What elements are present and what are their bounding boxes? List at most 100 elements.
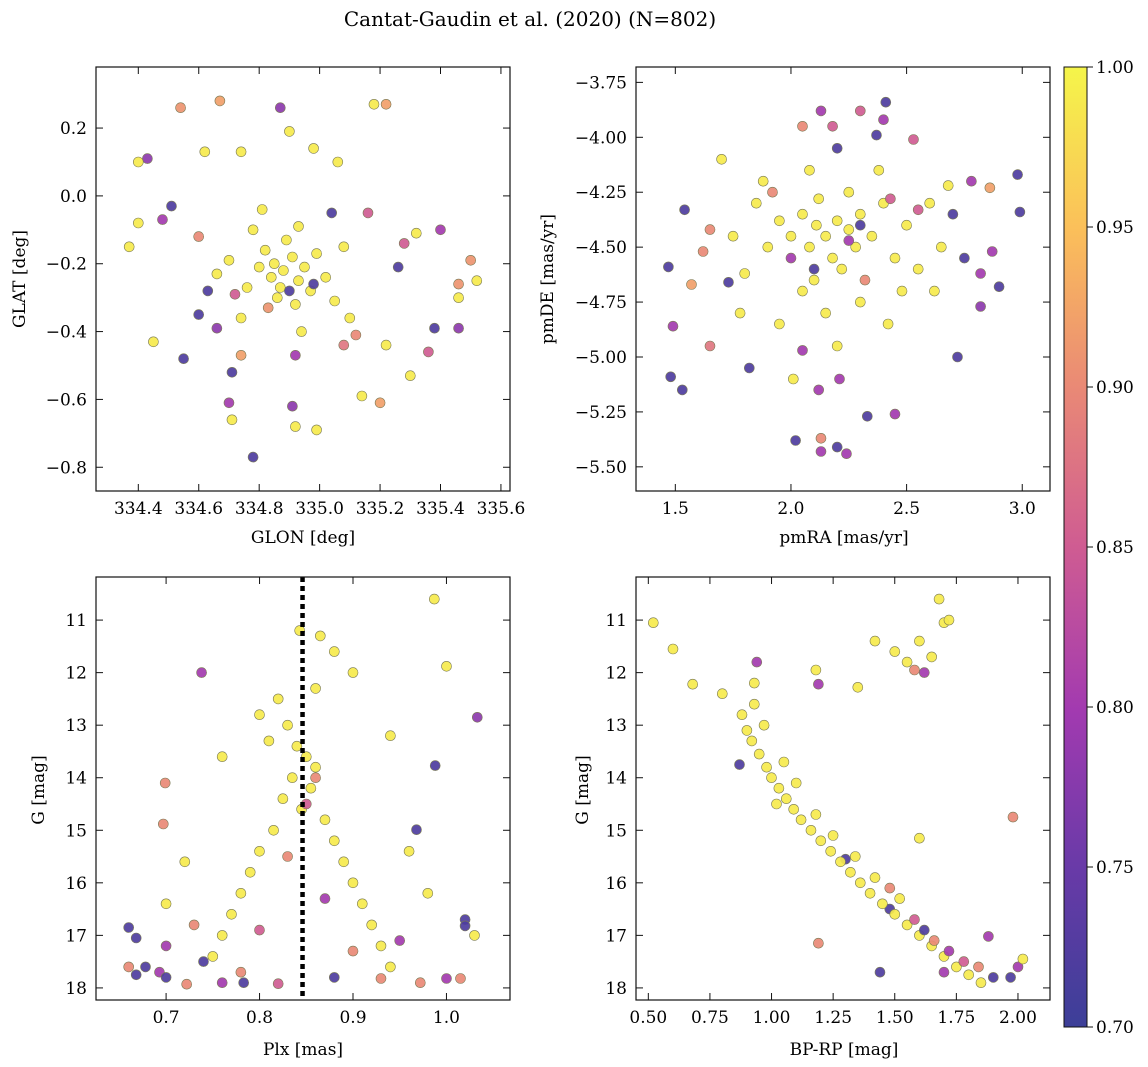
cmd-point: [771, 798, 782, 810]
plx-point: [140, 961, 151, 973]
pm-point: [750, 197, 762, 209]
panel-proper-motion: pmRA [mas/yr] pmDE [mas/yr] 1.5 2.0 2.5 3.0…: [538, 66, 1051, 548]
cmd-point: [918, 667, 930, 678]
sky-point: [435, 224, 446, 236]
colorbar-tick-label: 0.95: [1096, 218, 1134, 238]
pm-point: [797, 285, 808, 297]
plx-point: [196, 667, 207, 678]
cmd-ytick-label: 12: [605, 664, 627, 684]
sky-ytick-label: −0.2: [46, 255, 87, 275]
pm-point: [804, 165, 815, 176]
colorbar-tick-label: 0.75: [1096, 858, 1134, 878]
plx-point: [123, 922, 134, 933]
cmd-ytick-label: 17: [605, 926, 627, 946]
plx-point: [159, 777, 171, 789]
plx-point: [130, 969, 142, 981]
pm-point: [866, 230, 878, 242]
cmd-point: [746, 735, 758, 747]
sky-point: [338, 339, 350, 351]
cmd-point: [813, 678, 824, 690]
cmd-point: [736, 709, 748, 721]
sky-point: [133, 156, 144, 168]
sky-point: [368, 99, 380, 110]
pm-point: [797, 121, 808, 132]
plx-point: [130, 932, 142, 944]
pm-point: [790, 435, 801, 446]
pm-ytick-label: −5.50: [575, 458, 627, 478]
sky-point: [293, 275, 304, 287]
sky-point: [223, 397, 235, 409]
plx-point: [385, 961, 396, 973]
plx-ytick-label: 17: [65, 926, 87, 946]
sky-point: [235, 146, 247, 158]
plx-ytick-label: 11: [65, 611, 87, 631]
pm-point: [908, 134, 919, 145]
sky-point: [344, 312, 356, 324]
cmd-point: [943, 614, 955, 626]
cmd-ytick-label: 14: [605, 769, 627, 789]
pm-point: [959, 252, 970, 264]
sky-xtick-label: 335.2: [356, 499, 405, 519]
pm-point: [901, 219, 912, 231]
cmd-ytick-label: 11: [605, 611, 627, 631]
plx-ytick-label: 18: [65, 979, 87, 999]
cmd-point: [815, 835, 827, 847]
cmd-point: [790, 777, 802, 789]
plx-point: [403, 845, 415, 857]
pm-point: [952, 351, 963, 363]
pm-point: [820, 230, 832, 242]
plx-xtick-label: 0.9: [339, 1008, 366, 1028]
cmd-xlabel: BP-RP [mag]: [790, 1040, 899, 1060]
sky-point: [453, 278, 464, 290]
pm-point: [785, 252, 797, 264]
pm-point: [767, 186, 778, 198]
sky-point: [404, 370, 416, 382]
sky-point: [193, 309, 204, 320]
plx-point: [277, 793, 289, 805]
sky-point: [265, 271, 277, 283]
sky-point: [247, 451, 259, 463]
sky-point: [214, 95, 226, 107]
cmd-point: [889, 908, 901, 920]
pm-point: [1012, 169, 1023, 180]
plx-point: [188, 919, 200, 931]
pm-point: [889, 408, 901, 420]
cmd-point: [901, 919, 913, 931]
sky-point: [296, 326, 307, 337]
pm-point: [836, 263, 848, 275]
pm-marks: 1.5 2.0 2.5 3.0 −3.75 −4.00 −4.25 −4.50 −4.75 −5.…: [575, 66, 1051, 519]
cmd-point: [1017, 953, 1029, 965]
sky-point: [299, 261, 310, 273]
sky-xtick-label: 334.6: [174, 499, 223, 519]
plx-point: [207, 951, 219, 962]
cmd-point: [788, 803, 800, 815]
pm-point: [861, 410, 873, 422]
sky-point: [308, 278, 319, 290]
pm-xtick-label: 1.5: [662, 499, 689, 519]
sky-point: [271, 292, 283, 304]
plx-point: [314, 630, 326, 642]
pm-point: [827, 252, 838, 264]
pm-point: [850, 241, 862, 253]
pm-point: [882, 318, 894, 330]
cmd-point: [951, 961, 962, 973]
pm-point: [912, 204, 924, 216]
pm-point: [815, 105, 827, 117]
pm-point: [1014, 206, 1026, 218]
pm-point: [813, 193, 825, 205]
cmd-point: [884, 882, 896, 894]
cmd-point: [864, 887, 876, 899]
cmd-points: [647, 593, 1029, 989]
cmd-point: [874, 966, 886, 978]
sky-point: [287, 400, 298, 412]
plx-point: [441, 973, 452, 984]
pm-point: [854, 296, 866, 308]
pm-point: [843, 235, 855, 246]
sky-point: [287, 251, 298, 263]
sky-point: [329, 295, 341, 307]
pm-ytick-label: −4.25: [575, 183, 627, 203]
pm-point: [859, 274, 871, 286]
cmd-xtick-label: 1.50: [876, 1008, 914, 1028]
pm-point: [942, 180, 954, 191]
cmd-point: [938, 966, 950, 978]
